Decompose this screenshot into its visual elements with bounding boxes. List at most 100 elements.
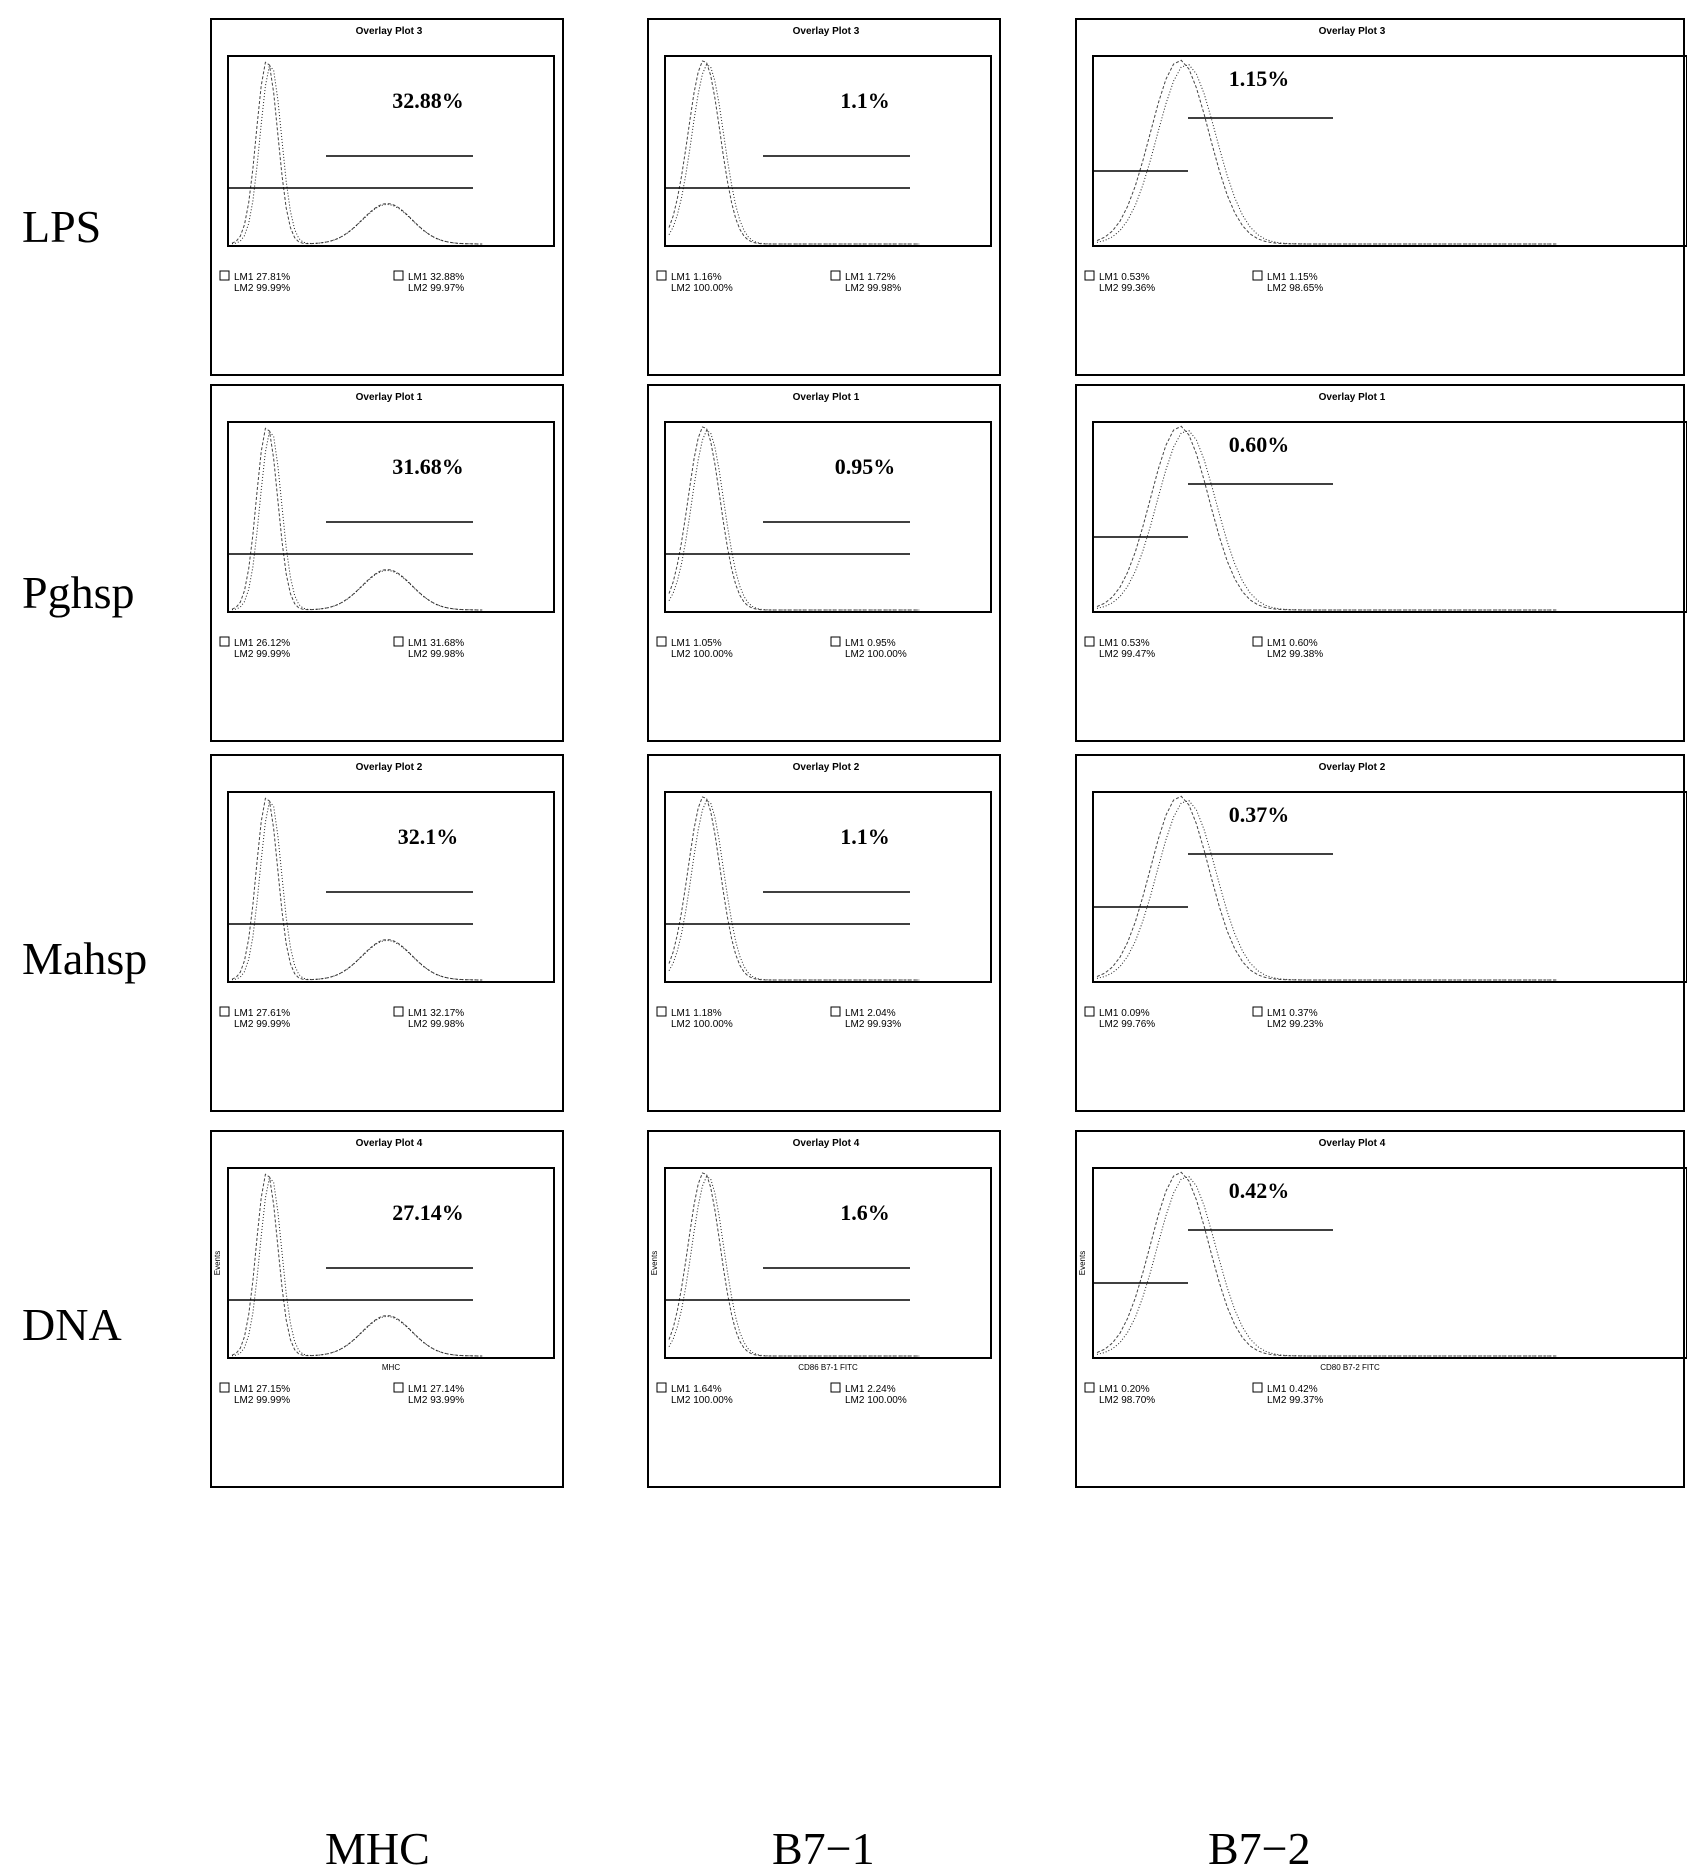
legend-right-lm1: LM1 32.17% (408, 1008, 464, 1019)
plot-frame (1092, 55, 1687, 247)
legend-left-lm2: LM2 100.00% (671, 649, 733, 660)
legend-right-lm2: LM2 99.37% (1267, 1395, 1323, 1406)
histogram-curve-sample (1096, 64, 1557, 245)
legend-swatch-left (219, 1382, 230, 1393)
legend-right-lm1: LM1 31.68% (408, 638, 464, 649)
histogram-curve-sample (231, 64, 483, 245)
legend-swatch-left (656, 636, 667, 647)
legend-right-lm2: LM2 100.00% (845, 1395, 907, 1406)
panel-title: Overlay Plot 2 (793, 762, 860, 773)
histogram-curve-sample (668, 63, 920, 245)
histogram-curve-sample (231, 800, 483, 981)
legend-left-lm2: LM2 99.76% (1099, 1019, 1155, 1030)
percent-label: 0.60% (1229, 432, 1290, 457)
legend-left-lm2: LM2 100.00% (671, 1019, 733, 1030)
legend-left-lm1: LM1 27.61% (234, 1008, 290, 1019)
legend-left-lm1: LM1 1.16% (671, 272, 722, 283)
histogram-panel-lps-mhc: Overlay Plot 3 32.88% LM1 27.81% LM2 99.99%… (210, 18, 564, 376)
legend-left-lm2: LM2 99.47% (1099, 649, 1155, 660)
histogram-curve-control (1096, 425, 1557, 611)
legend-swatch-right (393, 270, 404, 281)
panel-svg: Overlay Plot 3 32.88% LM1 27.81%LM2 99.99%… (219, 26, 555, 294)
plot-frame (664, 791, 992, 983)
histogram-curve-control (1096, 59, 1557, 245)
legend-swatch-right (830, 270, 841, 281)
plot-frame (664, 55, 992, 247)
plot-frame (227, 1167, 555, 1359)
histogram-curve-sample (1096, 430, 1557, 611)
plot-frame (227, 421, 555, 613)
histogram-panel-mahsp-b72: Overlay Plot 2 0.37% LM1 0.09% LM2 99.76% LM… (1075, 754, 1687, 1112)
legend-swatch-left (656, 270, 667, 281)
histogram-panel-pghsp-b72: Overlay Plot 1 0.60% LM1 0.53% LM2 99.47% LM… (1075, 384, 1687, 742)
legend-left-lm2: LM2 99.99% (234, 649, 290, 660)
legend-swatch-left (1084, 270, 1095, 281)
histogram-curve-sample (1096, 1176, 1557, 1357)
plot-frame (1092, 1167, 1687, 1359)
legend-left-lm1: LM1 26.12% (234, 638, 290, 649)
legend-right-lm1: LM1 27.14% (408, 1384, 464, 1395)
panel-title: Overlay Plot 4 (793, 1138, 860, 1149)
panel-title: Overlay Plot 2 (356, 762, 423, 773)
histogram-panel-lps-b72: Overlay Plot 3 1.15% LM1 0.53% LM2 99.36% LM… (1075, 18, 1687, 376)
legend-swatch-right (1252, 1006, 1263, 1017)
legend-left-lm1: LM1 0.09% (1099, 1008, 1150, 1019)
histogram-curve-sample (231, 1176, 483, 1357)
legend-swatch-left (656, 1382, 667, 1393)
legend-left-lm2: LM2 100.00% (671, 1395, 733, 1406)
legend-swatch-right (1252, 1382, 1263, 1393)
histogram-curve-sample (668, 799, 920, 981)
plot-frame (664, 1167, 992, 1359)
legend-swatch-right (830, 1382, 841, 1393)
legend-swatch-left (219, 270, 230, 281)
histogram-curve-sample (668, 1175, 920, 1357)
legend-swatch-left (1084, 636, 1095, 647)
legend-left-lm1: LM1 0.53% (1099, 272, 1150, 283)
legend-swatch-left (656, 1006, 667, 1017)
row-label-mahsp: Mahsp (22, 933, 148, 984)
percent-label: 31.68% (392, 454, 464, 479)
histogram-curve-control (231, 797, 483, 981)
panel-title: Overlay Plot 4 (1319, 1138, 1386, 1149)
legend-swatch-right (830, 636, 841, 647)
legend-swatch-right (1252, 270, 1263, 281)
percent-label: 32.88% (392, 88, 464, 113)
panel-title: Overlay Plot 1 (1319, 392, 1386, 403)
panel-svg: Overlay Plot 4 1.6% CD86 B7-1 FITC Events LM… (650, 1138, 992, 1406)
histogram-curve-sample (668, 429, 920, 611)
legend-right-lm1: LM1 2.04% (845, 1008, 896, 1019)
histogram-curve-control (231, 427, 483, 611)
percent-label: 1.1% (840, 824, 890, 849)
histogram-curve-control (1096, 1171, 1557, 1357)
histogram-panel-pghsp-b71: Overlay Plot 1 0.95% LM1 1.05% LM2 100.00% L… (647, 384, 1001, 742)
percent-label: 0.42% (1229, 1178, 1290, 1203)
panel-svg: Overlay Plot 3 1.15% LM1 0.53%LM2 99.36% LM… (1084, 26, 1687, 294)
legend-right-lm1: LM1 0.60% (1267, 638, 1318, 649)
panel-svg: Overlay Plot 2 0.37% LM1 0.09%LM2 99.76% LM… (1084, 762, 1687, 1030)
panel-svg: Overlay Plot 2 32.1% LM1 27.61%LM2 99.99% L… (219, 762, 555, 1030)
plot-frame (227, 55, 555, 247)
legend-left-lm2: LM2 99.36% (1099, 283, 1155, 294)
legend-right-lm2: LM2 99.23% (1267, 1019, 1323, 1030)
legend-right-lm1: LM1 0.95% (845, 638, 896, 649)
histogram-curve-control (231, 61, 483, 245)
panel-title: Overlay Plot 4 (356, 1138, 423, 1149)
legend-right-lm2: LM2 99.93% (845, 1019, 901, 1030)
percent-label: 27.14% (392, 1200, 464, 1225)
legend-right-lm1: LM1 1.15% (1267, 272, 1318, 283)
histogram-curve-control (231, 1173, 483, 1357)
percent-label: 0.37% (1229, 802, 1290, 827)
panel-title: Overlay Plot 1 (356, 392, 423, 403)
col-label-mhc: MHC (325, 1823, 430, 1874)
plot-frame (227, 791, 555, 983)
legend-right-lm2: LM2 99.98% (845, 283, 901, 294)
panel-title: Overlay Plot 3 (356, 26, 423, 37)
legend-right-lm2: LM2 99.38% (1267, 649, 1323, 660)
legend-right-lm1: LM1 0.42% (1267, 1384, 1318, 1395)
plot-frame (1092, 791, 1687, 983)
legend-left-lm2: LM2 99.99% (234, 1395, 290, 1406)
legend-left-lm2: LM2 98.70% (1099, 1395, 1155, 1406)
panel-title: Overlay Plot 3 (793, 26, 860, 37)
legend-left-lm1: LM1 1.05% (671, 638, 722, 649)
